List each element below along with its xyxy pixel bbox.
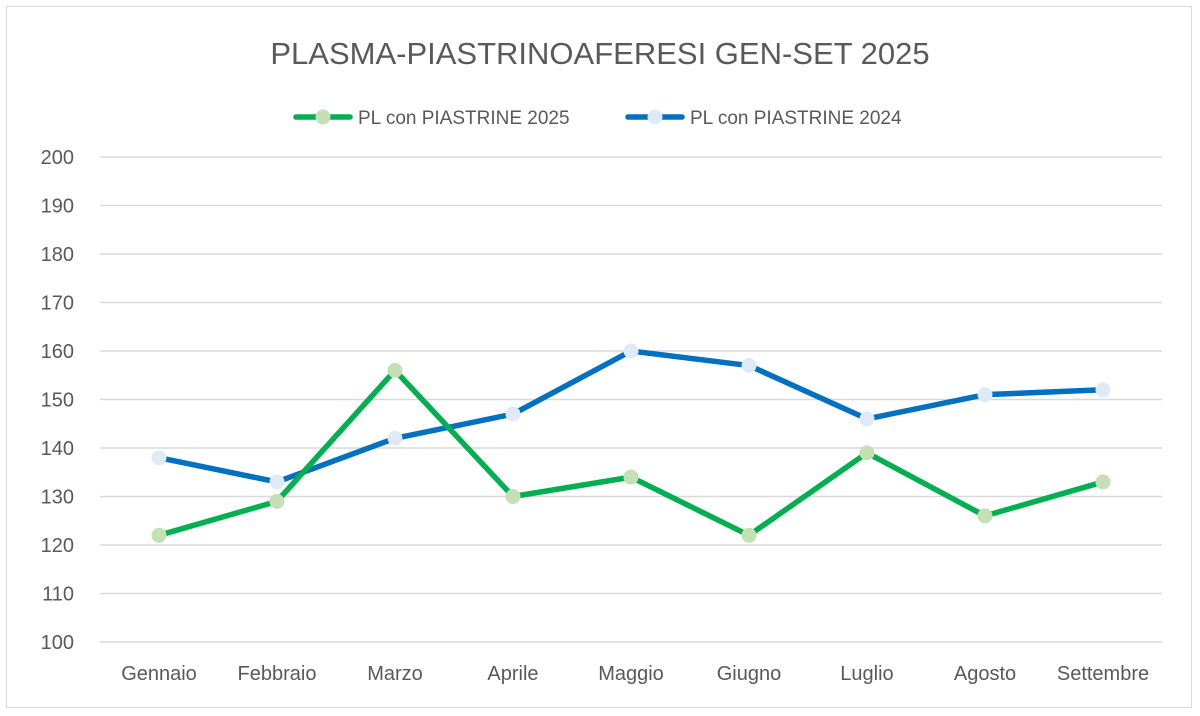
data-point bbox=[623, 343, 639, 359]
series-line bbox=[156, 367, 1106, 539]
legend-marker bbox=[647, 109, 663, 125]
y-tick-label: 170 bbox=[41, 293, 74, 315]
legend: PL con PIASTRINE 2025 PL con PIASTRINE 20… bbox=[293, 108, 902, 129]
data-point bbox=[977, 508, 993, 524]
series-1 bbox=[151, 362, 1111, 543]
x-tick-label: Febbraio bbox=[238, 663, 317, 685]
data-point bbox=[1095, 382, 1111, 398]
x-tick-label: Luglio bbox=[840, 663, 893, 685]
y-tick-label: 100 bbox=[41, 632, 74, 654]
y-axis-ticks: 100 110 120 130 140 150 160 170 180 190 200 bbox=[41, 147, 74, 654]
x-tick-label: Aprile bbox=[487, 663, 538, 685]
x-tick-label: Giugno bbox=[717, 663, 782, 685]
data-point bbox=[387, 362, 403, 378]
data-point bbox=[1095, 474, 1111, 490]
data-point bbox=[977, 387, 993, 403]
data-point bbox=[741, 527, 757, 543]
data-point bbox=[151, 450, 167, 466]
data-point bbox=[269, 474, 285, 490]
series-lines bbox=[151, 343, 1111, 543]
legend-label: PL con PIASTRINE 2024 bbox=[690, 108, 902, 129]
y-tick-label: 130 bbox=[41, 487, 74, 509]
data-point bbox=[269, 493, 285, 509]
y-tick-label: 180 bbox=[41, 244, 74, 266]
data-point bbox=[505, 406, 521, 422]
data-point bbox=[741, 358, 757, 374]
legend-label: PL con PIASTRINE 2025 bbox=[358, 108, 570, 129]
legend-item-1: PL con PIASTRINE 2025 bbox=[293, 108, 570, 129]
legend-marker bbox=[315, 109, 331, 125]
data-point bbox=[859, 411, 875, 427]
data-point bbox=[387, 430, 403, 446]
legend-item-2: PL con PIASTRINE 2024 bbox=[625, 108, 902, 129]
x-axis-ticks: Gennaio Febbraio Marzo Aprile Maggio Giugno Lu… bbox=[121, 663, 1149, 685]
chart-frame bbox=[6, 6, 1192, 708]
gridlines bbox=[100, 156, 1162, 643]
series-2 bbox=[151, 343, 1111, 490]
series-line bbox=[156, 348, 1106, 485]
x-tick-label: Agosto bbox=[954, 663, 1016, 685]
y-tick-label: 200 bbox=[41, 147, 74, 169]
data-point bbox=[151, 527, 167, 543]
y-tick-label: 190 bbox=[41, 196, 74, 218]
data-point bbox=[505, 489, 521, 504]
x-tick-label: Gennaio bbox=[121, 663, 197, 685]
y-tick-label: 120 bbox=[41, 535, 74, 557]
data-point bbox=[859, 445, 875, 461]
chart-title: PLASMA-PIASTRINOAFERESI GEN-SET 2025 bbox=[270, 36, 929, 71]
y-tick-label: 110 bbox=[42, 584, 74, 606]
x-tick-label: Maggio bbox=[598, 663, 664, 685]
y-tick-label: 150 bbox=[41, 390, 74, 412]
x-tick-label: Settembre bbox=[1057, 663, 1149, 685]
data-point bbox=[623, 469, 639, 485]
x-tick-label: Marzo bbox=[367, 663, 423, 685]
y-tick-label: 160 bbox=[41, 341, 74, 363]
y-tick-label: 140 bbox=[41, 438, 74, 460]
